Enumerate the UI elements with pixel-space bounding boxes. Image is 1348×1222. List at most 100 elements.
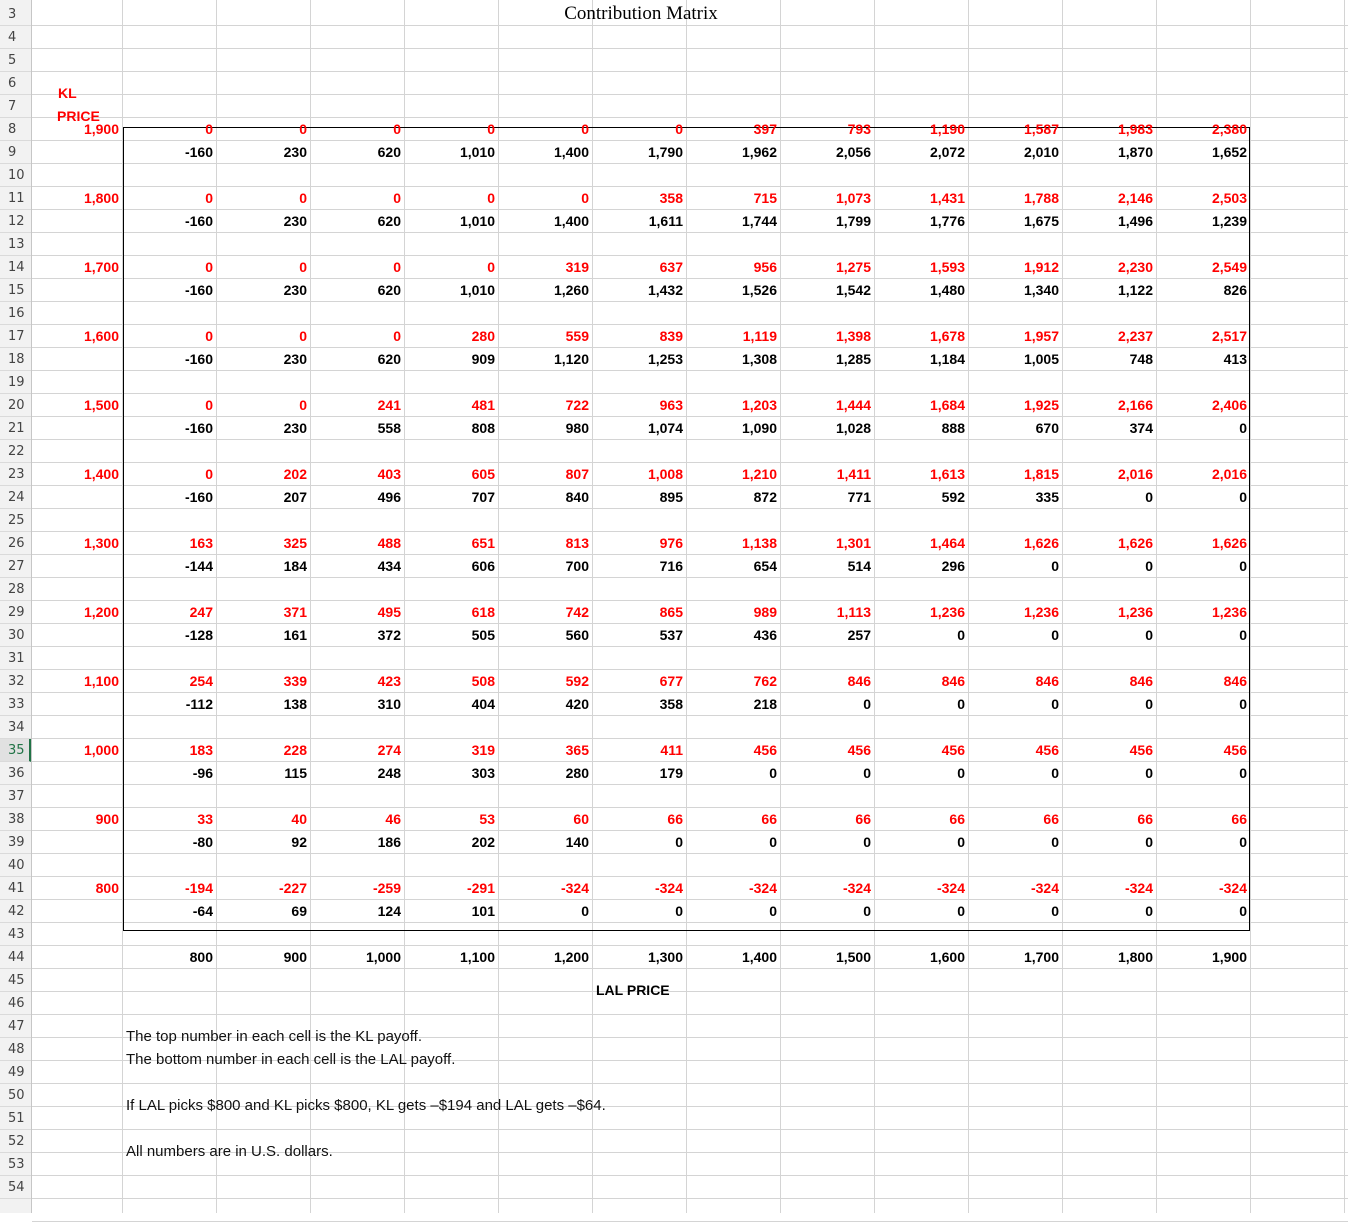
row-number[interactable]: 48 <box>0 1038 31 1061</box>
lal-payoff-cell[interactable]: 0 <box>1051 696 1059 712</box>
kl-payoff-cell[interactable]: 456 <box>753 742 777 758</box>
kl-payoff-cell[interactable]: 0 <box>299 190 307 206</box>
lal-payoff-cell[interactable]: 0 <box>675 903 683 919</box>
lal-payoff-cell[interactable]: 248 <box>377 765 401 781</box>
kl-payoff-cell[interactable]: 0 <box>393 190 401 206</box>
lal-payoff-cell[interactable]: 716 <box>659 558 683 574</box>
row-number[interactable]: 36 <box>0 762 31 785</box>
row-number[interactable]: 6 <box>0 72 31 95</box>
lal-payoff-cell[interactable]: 1,308 <box>741 351 777 367</box>
row-number[interactable]: 23 <box>0 463 31 486</box>
lal-payoff-cell[interactable]: 230 <box>283 282 307 298</box>
kl-payoff-cell[interactable]: 66 <box>1043 811 1059 827</box>
lal-payoff-cell[interactable]: 0 <box>1239 903 1247 919</box>
kl-payoff-cell[interactable]: 1,113 <box>836 604 871 620</box>
lal-payoff-cell[interactable]: 620 <box>377 282 401 298</box>
row-number[interactable]: 33 <box>0 693 31 716</box>
kl-payoff-cell[interactable]: 1,138 <box>741 535 777 551</box>
kl-payoff-cell[interactable]: -227 <box>278 880 307 896</box>
row-number[interactable]: 51 <box>0 1107 31 1130</box>
kl-payoff-cell[interactable]: 319 <box>471 742 495 758</box>
row-number[interactable]: 42 <box>0 900 31 923</box>
lal-payoff-cell[interactable]: -160 <box>184 351 213 367</box>
lal-payoff-cell[interactable]: 202 <box>471 834 495 850</box>
lal-payoff-cell[interactable]: 413 <box>1223 351 1247 367</box>
kl-payoff-cell[interactable]: 0 <box>393 121 401 137</box>
lal-payoff-cell[interactable]: 670 <box>1035 420 1059 436</box>
lal-payoff-cell[interactable]: 374 <box>1129 420 1153 436</box>
kl-payoff-cell[interactable]: 0 <box>205 397 213 413</box>
row-number[interactable]: 45 <box>0 969 31 992</box>
kl-payoff-cell[interactable]: 0 <box>299 328 307 344</box>
kl-payoff-cell[interactable]: 846 <box>941 673 965 689</box>
lal-payoff-cell[interactable]: 1,776 <box>929 213 965 229</box>
row-number[interactable]: 49 <box>0 1061 31 1084</box>
kl-payoff-cell[interactable]: 60 <box>573 811 589 827</box>
row-number[interactable]: 24 <box>0 486 31 509</box>
lal-payoff-cell[interactable]: 230 <box>283 213 307 229</box>
row-number[interactable]: 39 <box>0 831 31 854</box>
kl-payoff-cell[interactable]: 1,925 <box>1023 397 1059 413</box>
kl-payoff-cell[interactable]: 325 <box>283 535 307 551</box>
kl-payoff-cell[interactable]: 592 <box>565 673 589 689</box>
lal-payoff-cell[interactable]: 138 <box>283 696 307 712</box>
lal-payoff-cell[interactable]: 296 <box>941 558 965 574</box>
lal-payoff-cell[interactable]: 0 <box>1145 558 1153 574</box>
kl-payoff-cell[interactable]: 1,301 <box>835 535 871 551</box>
kl-payoff-cell[interactable]: 40 <box>291 811 307 827</box>
kl-payoff-cell[interactable]: 0 <box>487 121 495 137</box>
kl-payoff-cell[interactable]: 1,236 <box>1117 604 1153 620</box>
lal-payoff-cell[interactable]: 1,010 <box>459 213 495 229</box>
kl-payoff-cell[interactable]: 0 <box>299 259 307 275</box>
lal-payoff-cell[interactable]: 0 <box>863 834 871 850</box>
lal-payoff-cell[interactable]: -160 <box>184 213 213 229</box>
lal-payoff-cell[interactable]: 1,799 <box>835 213 871 229</box>
row-number[interactable]: 19 <box>0 371 31 394</box>
kl-payoff-cell[interactable]: 1,613 <box>929 466 965 482</box>
kl-payoff-cell[interactable]: 456 <box>941 742 965 758</box>
lal-payoff-cell[interactable]: 826 <box>1223 282 1247 298</box>
lal-payoff-cell[interactable]: 748 <box>1129 351 1153 367</box>
kl-payoff-cell[interactable]: 1,236 <box>1211 604 1247 620</box>
kl-payoff-cell[interactable]: 865 <box>659 604 683 620</box>
row-number[interactable]: 40 <box>0 854 31 877</box>
lal-payoff-cell[interactable]: 140 <box>565 834 589 850</box>
kl-payoff-cell[interactable]: -324 <box>842 880 871 896</box>
kl-payoff-cell[interactable]: 358 <box>659 190 683 206</box>
lal-payoff-cell[interactable]: 310 <box>377 696 401 712</box>
lal-payoff-cell[interactable]: 1,611 <box>648 213 683 229</box>
lal-payoff-cell[interactable]: 0 <box>1145 489 1153 505</box>
kl-payoff-cell[interactable]: 0 <box>581 190 589 206</box>
lal-payoff-cell[interactable]: 0 <box>1051 765 1059 781</box>
row-number[interactable]: 26 <box>0 532 31 555</box>
lal-payoff-cell[interactable]: 184 <box>283 558 307 574</box>
kl-payoff-cell[interactable]: 319 <box>565 259 589 275</box>
lal-payoff-cell[interactable]: -112 <box>185 696 213 712</box>
kl-payoff-cell[interactable]: 846 <box>1129 673 1153 689</box>
kl-payoff-cell[interactable]: 371 <box>283 604 307 620</box>
row-number[interactable]: 3 <box>0 3 31 26</box>
kl-payoff-cell[interactable]: 742 <box>565 604 589 620</box>
lal-payoff-cell[interactable]: 980 <box>565 420 589 436</box>
kl-payoff-cell[interactable]: 397 <box>753 121 777 137</box>
kl-payoff-cell[interactable]: 1,626 <box>1211 535 1247 551</box>
kl-payoff-cell[interactable]: 247 <box>189 604 213 620</box>
lal-payoff-cell[interactable]: 1,542 <box>835 282 871 298</box>
kl-payoff-cell[interactable]: 66 <box>667 811 683 827</box>
kl-payoff-cell[interactable]: 53 <box>479 811 495 827</box>
row-number[interactable]: 28 <box>0 578 31 601</box>
kl-payoff-cell[interactable]: 228 <box>283 742 307 758</box>
lal-payoff-cell[interactable]: -160 <box>184 282 213 298</box>
kl-payoff-cell[interactable]: 605 <box>471 466 495 482</box>
row-number[interactable]: 54 <box>0 1176 31 1199</box>
kl-payoff-cell[interactable]: 715 <box>753 190 777 206</box>
lal-payoff-cell[interactable]: 1,790 <box>647 144 683 160</box>
kl-payoff-cell[interactable]: 2,016 <box>1117 466 1153 482</box>
lal-payoff-cell[interactable]: -128 <box>184 627 213 643</box>
row-number[interactable]: 44 <box>0 946 31 969</box>
lal-payoff-cell[interactable]: 0 <box>769 834 777 850</box>
kl-payoff-cell[interactable]: 813 <box>565 535 589 551</box>
kl-payoff-cell[interactable]: 1,593 <box>929 259 965 275</box>
lal-payoff-cell[interactable]: 257 <box>847 627 871 643</box>
